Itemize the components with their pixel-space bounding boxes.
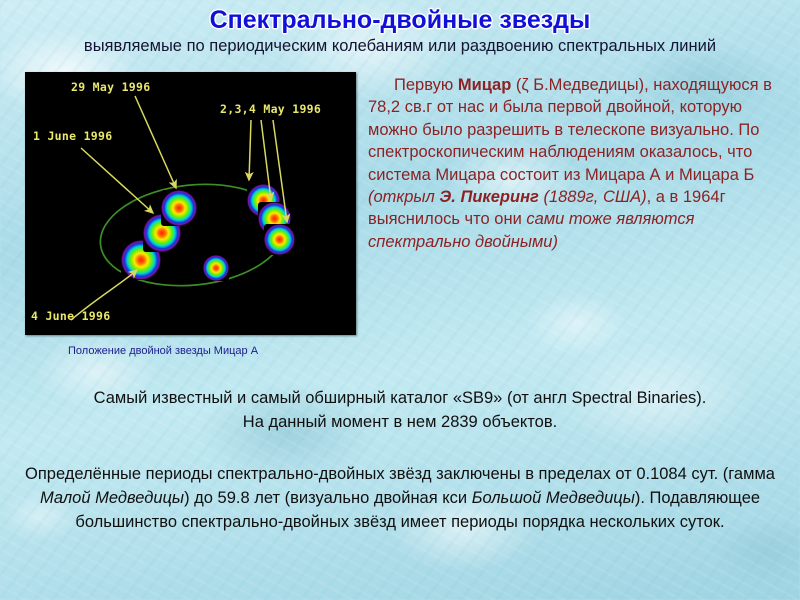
star-image-panel: 29 May 1996 2,3,4 May 1996 1 June 1996 4… — [25, 72, 356, 335]
arrow-4june — [70, 269, 139, 321]
text-run-5: (1889г, США) — [538, 188, 647, 207]
text-run-3: Большой Медведицы — [471, 489, 635, 507]
mizar-orbit-diagram — [70, 95, 295, 321]
text-run-1: Мицар — [457, 76, 512, 94]
page-subtitle: выявляемые по периодическим колебаниям и… — [83, 37, 717, 55]
image-label-4june: 4 June 1996 — [31, 309, 111, 323]
text-run-0: Первую — [394, 76, 458, 94]
catalog-paragraph: Самый известный и самый обширный каталог… — [28, 386, 772, 434]
arrow-2may — [244, 119, 254, 182]
star-blob-4may — [264, 224, 295, 255]
arrow-1june — [80, 147, 155, 215]
text-run-4: ). Подавляющее большинство спектрально-д… — [75, 489, 761, 531]
image-label-29may: 29 May 1996 — [71, 80, 151, 94]
star-blob-29may — [161, 190, 197, 226]
text-run-0: Определённые периоды спектрально-двойных… — [25, 465, 775, 483]
catalog-line-1: Самый известный и самый обширный каталог… — [93, 389, 707, 407]
star-blob-center — [203, 255, 229, 281]
catalog-line-2: На данный момент в нем 2839 объектов. — [242, 413, 558, 431]
mizar-paragraph: Первую Мицар (ζ Б.Медведицы), находящуюс… — [368, 74, 792, 253]
star-blobs — [121, 184, 295, 281]
arrow-4may — [272, 119, 291, 224]
text-run-2: ) до 59.8 лет (визуально двойная кси — [184, 489, 472, 507]
slide-header: Спектрально-двойные звезды выявляемые по… — [0, 0, 800, 56]
page-title: Спектрально-двойные звезды — [209, 6, 591, 34]
text-run-1: Малой Медведицы — [39, 489, 185, 507]
star-image-caption: Положение двойной звезды Мицар А — [68, 345, 259, 357]
text-run-2: (ζ Б.Медведицы), находящуюся в 78,2 св.г… — [368, 76, 772, 184]
text-run-3: (открыл — [368, 188, 440, 207]
text-run-4: Э. Пикеринг — [439, 188, 539, 207]
periods-paragraph: Определённые периоды спектрально-двойных… — [10, 462, 790, 534]
text-run-6: , а в 1964г выяснилось что они — [368, 188, 726, 229]
label-arrows — [70, 95, 291, 321]
text-run-7: сами тоже являются спектрально двойными) — [368, 210, 695, 251]
image-label-1june: 1 June 1996 — [33, 129, 113, 143]
image-label-234may: 2,3,4 May 1996 — [220, 102, 322, 116]
arrow-29may — [134, 95, 177, 190]
arrow-3may — [260, 119, 275, 202]
